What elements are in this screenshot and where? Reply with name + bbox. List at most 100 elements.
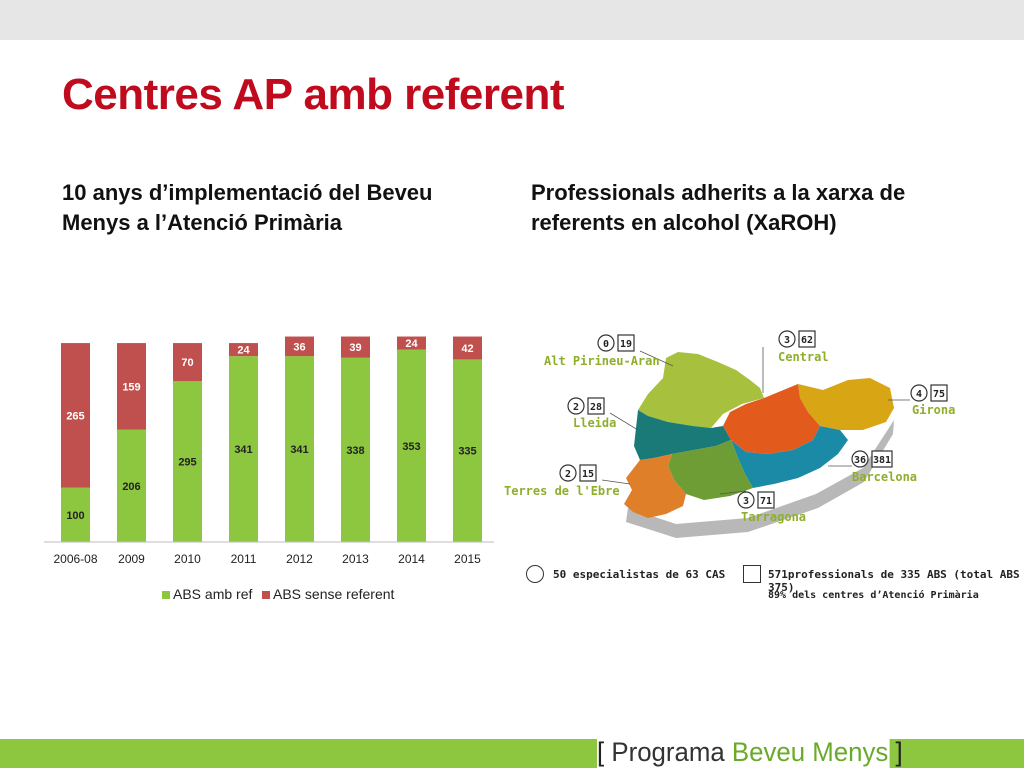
slide-title: Centres AP amb referent [62,70,565,119]
data-label-abs-sense-referent-5: 39 [349,342,361,354]
specialists-count-0: 0 [603,339,609,350]
region-barcelona [731,426,848,488]
legend-swatch-1 [262,591,270,599]
region-label-3: Lleida [573,416,616,430]
professionals-box-2 [930,384,948,402]
x-tick-label-7: 2015 [454,552,481,566]
bar-abs-sense-referent-5 [341,336,370,358]
data-label-abs-sense-referent-1: 159 [122,381,140,393]
callout-line-0 [639,350,674,367]
professionals-box-3 [587,397,605,415]
specialists-count-5: 2 [565,469,571,480]
professionals-count-3: 28 [590,402,602,413]
bar-abs-amb-ref-4 [285,356,314,542]
bar-abs-sense-referent-4 [285,336,314,357]
data-label-abs-amb-ref-6: 353 [402,441,420,453]
specialists-count-4: 36 [854,455,866,466]
specialists-count-6: 3 [743,496,749,507]
x-tick-label-2: 2010 [174,552,201,566]
professional-legend-subtext: 89% dels centres d’Atenció Primària [768,590,979,601]
region-alt-pirineu-aran [638,352,764,428]
specialist-legend-circle [526,565,544,583]
legend-label-0: ABS amb ref [173,586,252,602]
professional-legend-square [743,565,761,583]
region-label-1: Central [778,350,829,364]
callout-line-6 [719,490,747,495]
professionals-count-6: 71 [760,496,772,507]
x-tick-label-6: 2014 [398,552,425,566]
bar-abs-amb-ref-7 [453,359,482,542]
bar-abs-sense-referent-6 [397,336,426,350]
bar-chart: 100 265 2006-08 206 159 2009 295 70 2010 341 24 201… [44,330,494,602]
plot-area [44,330,494,550]
brand-bracket-close: ] [895,737,903,767]
specialists-circle-0 [597,334,615,352]
data-label-abs-sense-referent-7: 42 [461,343,473,355]
professionals-count-0: 19 [620,339,632,350]
region-label-2: Girona [912,403,955,417]
professional-legend-text: 571professionals de 335 ABS (total ABS 3… [768,568,1020,594]
data-label-abs-sense-referent-6: 24 [405,338,418,350]
x-tick-label-3: 2011 [231,552,257,566]
professionals-box-0 [617,334,635,352]
specialists-circle-1 [778,330,796,348]
legend-label-1: ABS sense referent [273,586,395,602]
professionals-box-4 [871,450,893,468]
brand-bracket-open: [ [597,737,605,767]
specialist-legend-text: 50 especialistas de 63 CAS [553,568,726,581]
professionals-count-2: 75 [933,389,945,400]
data-label-abs-amb-ref-5: 338 [346,445,364,457]
specialists-circle-2 [910,384,928,402]
professionals-box-5 [579,464,597,482]
bar-abs-amb-ref-6 [397,349,426,542]
specialists-circle-6 [737,491,755,509]
data-label-abs-amb-ref-0: 100 [66,510,84,522]
data-label-abs-sense-referent-3: 24 [237,345,250,357]
professionals-box-6 [757,491,775,509]
program-brand: [ Programa Beveu Menys ] [597,737,903,768]
region-girona [798,378,894,430]
professionals-count-5: 15 [582,469,594,480]
data-label-abs-amb-ref-4: 341 [290,444,308,456]
region-label-6: Tarragona [741,510,806,524]
bar-abs-amb-ref-3 [229,356,258,542]
data-label-abs-amb-ref-7: 335 [458,446,476,458]
professionals-box-1 [798,330,816,348]
map-extrusion [626,420,894,538]
region-lleida [634,410,731,460]
region-label-0: Alt Pirineu-Aran [544,354,660,368]
map-subtitle: Professionals adherits a la xarxa de ref… [531,180,906,235]
data-label-abs-amb-ref-2: 295 [178,457,196,469]
professionals-count-4: 381 [873,455,891,466]
region-label-4: Barcelona [852,470,917,484]
data-label-abs-sense-referent-2: 70 [181,357,193,369]
specialists-circle-4 [851,450,869,468]
bar-abs-amb-ref-5 [341,357,370,542]
data-label-abs-amb-ref-1: 206 [122,481,140,493]
bar-abs-sense-referent-0 [61,343,90,488]
data-label-abs-sense-referent-0: 265 [66,410,84,422]
bar-abs-amb-ref-0 [61,487,90,542]
x-tick-label-4: 2012 [286,552,313,566]
top-bar [0,0,1024,40]
specialists-count-2: 4 [916,389,922,400]
callout-line-5 [601,479,631,485]
x-tick-label-0: 2006-08 [53,552,97,566]
bar-abs-sense-referent-7 [453,336,482,360]
chart-subtitle: 10 anys d’implementació del Beveu Menys … [62,180,433,235]
x-tick-label-1: 2009 [118,552,145,566]
callout-line-3 [609,412,639,431]
brand-program-word: Programa [611,737,725,767]
x-tick-label-5: 2013 [342,552,369,566]
specialists-circle-5 [559,464,577,482]
bar-abs-sense-referent-1 [117,343,146,430]
legend-swatch-0 [162,591,170,599]
region-tarragona [668,440,753,500]
specialists-count-3: 2 [573,402,579,413]
data-label-abs-sense-referent-4: 36 [293,341,305,353]
bar-abs-amb-ref-1 [117,429,146,542]
region-central [723,384,820,454]
region-label-5: Terres de l'Ebre [504,484,620,498]
bar-abs-sense-referent-2 [173,343,202,382]
